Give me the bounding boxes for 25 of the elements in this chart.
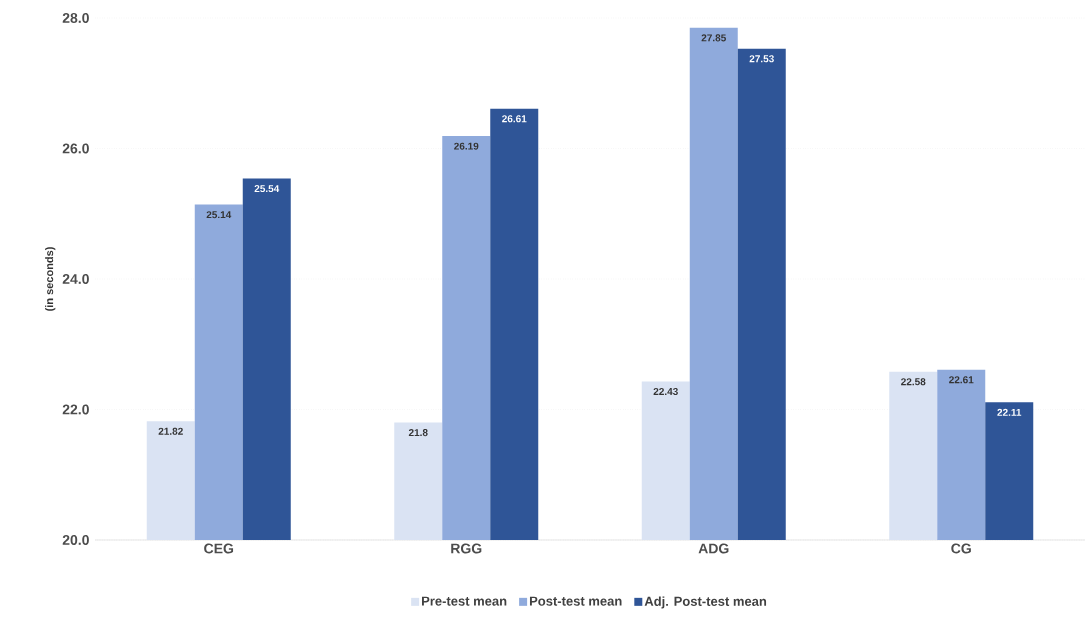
x-tick-label: CEG bbox=[204, 543, 234, 554]
data-label: 25.14 bbox=[206, 211, 232, 219]
y-tick-label: 28.0 bbox=[62, 13, 89, 23]
x-tick-label: CG bbox=[951, 543, 971, 554]
legend-label: Post-test mean bbox=[529, 596, 622, 606]
data-label: 22.61 bbox=[949, 376, 974, 384]
legend-label: Adj. Post-test mean bbox=[644, 596, 767, 609]
data-label: 22.58 bbox=[901, 378, 926, 386]
legend-label: Pre-test mean bbox=[422, 596, 507, 606]
data-label: 27.53 bbox=[749, 55, 774, 63]
y-tick-label: 26.0 bbox=[62, 143, 89, 154]
data-label: 26.19 bbox=[454, 142, 479, 150]
data-label: 27.85 bbox=[701, 34, 726, 42]
y-tick-label: 20.0 bbox=[62, 535, 89, 545]
data-label: 21.8 bbox=[408, 429, 428, 437]
y-tick-label: 22.0 bbox=[62, 404, 89, 415]
y-tick-label: 24.0 bbox=[62, 274, 89, 284]
data-label: 26.61 bbox=[502, 115, 527, 123]
data-label: 25.54 bbox=[254, 185, 280, 193]
x-tick-label: RGG bbox=[451, 543, 482, 554]
data-label: 22.11 bbox=[997, 408, 1022, 416]
data-label: 21.82 bbox=[158, 427, 183, 435]
y-axis-title: (in seconds) bbox=[45, 247, 56, 311]
x-tick-label: ADG bbox=[698, 543, 729, 554]
data-label: 22.43 bbox=[653, 387, 678, 396]
